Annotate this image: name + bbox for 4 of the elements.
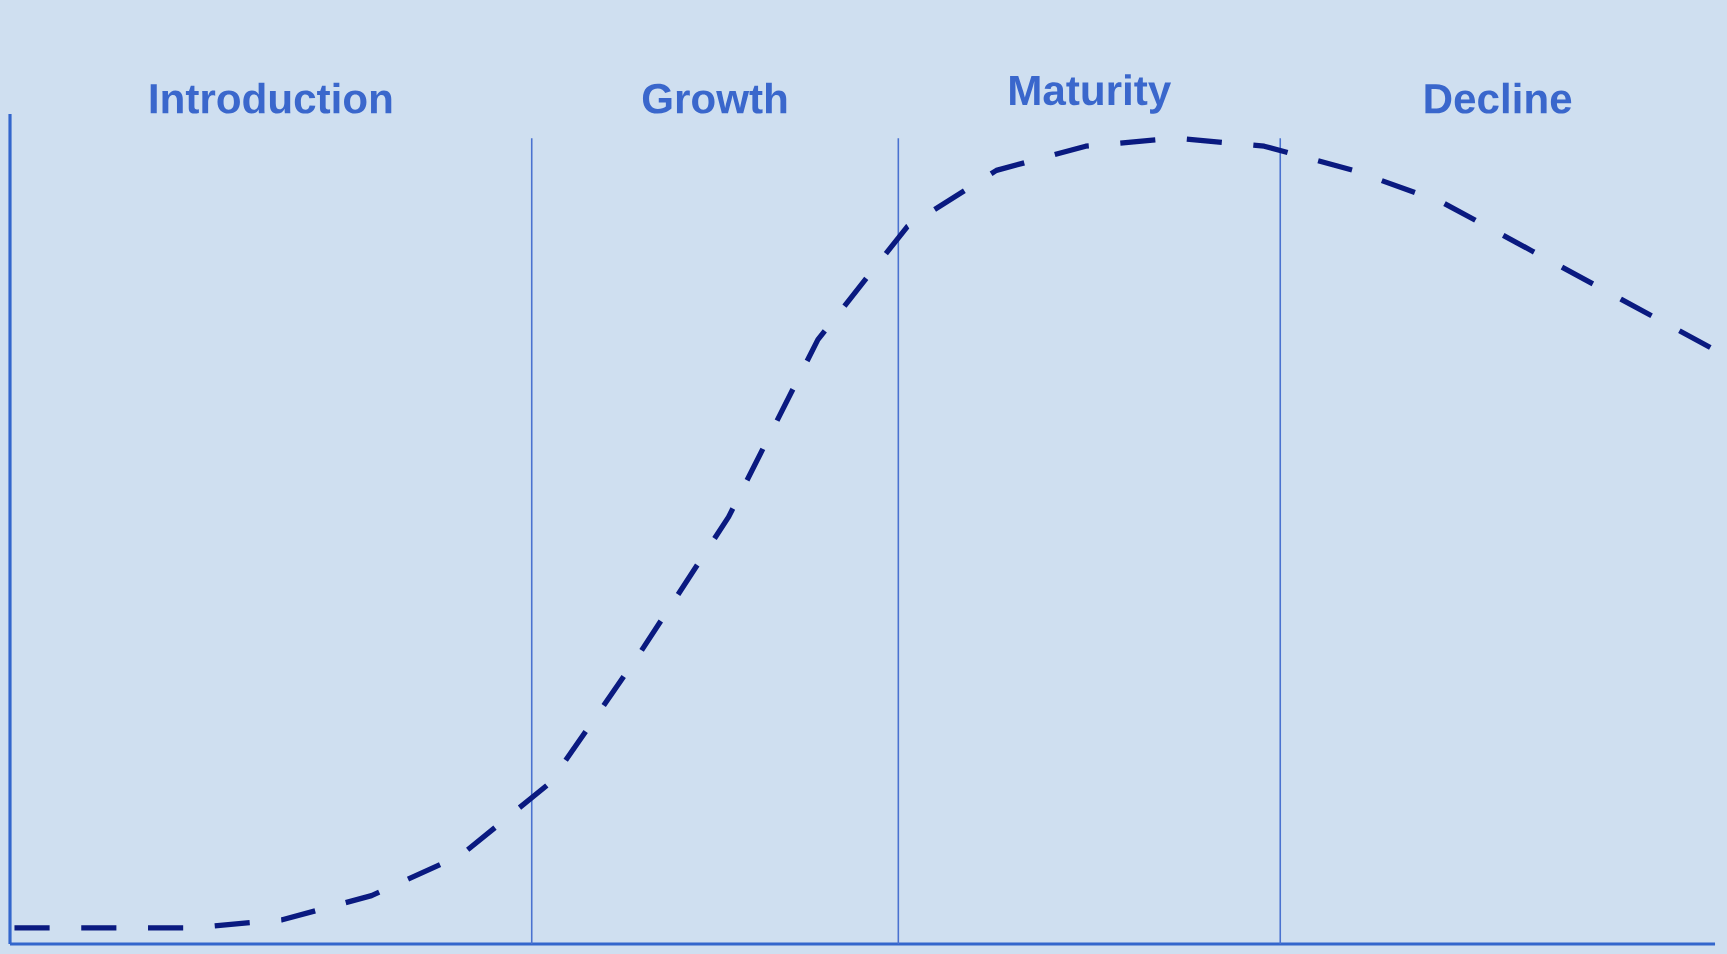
text: Decline [1425, 82, 1572, 114]
text: Growth [642, 82, 787, 114]
text: Introduction [150, 82, 392, 114]
text: Maturity [1010, 74, 1172, 114]
